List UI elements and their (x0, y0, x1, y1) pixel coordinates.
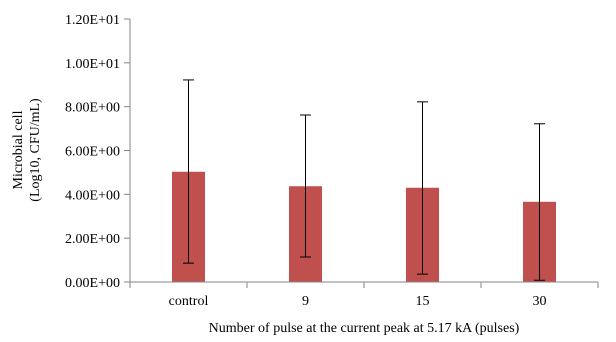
x-axis-ticks: control 9 15 30 (169, 294, 547, 309)
y-tick-label: 2.00E+00 (65, 232, 120, 247)
x-tick-label: 15 (416, 294, 430, 309)
y-tick-label: 1.20E+01 (65, 13, 120, 28)
x-tick-label: 30 (533, 294, 547, 309)
y-tick-label: 1.00E+01 (65, 57, 120, 72)
y-tick-label: 8.00E+00 (65, 101, 120, 116)
error-bars (183, 79, 545, 281)
y-axis-title: Microbial cell (Log10, CFU/mL) (11, 98, 43, 202)
y-tick-label: 0.00E+00 (65, 276, 120, 291)
bars (172, 171, 556, 282)
y-axis-title-line-1: Microbial cell (11, 110, 26, 189)
y-tick-label: 6.00E+00 (65, 145, 120, 160)
axes (129, 19, 599, 288)
y-axis-title-line-2: (Log10, CFU/mL) (28, 98, 43, 202)
x-tick-label: control (169, 294, 209, 309)
x-tick-label: 9 (302, 294, 309, 309)
y-tick-label: 4.00E+00 (65, 188, 120, 203)
x-axis-title: Number of pulse at the current peak at 5… (209, 321, 520, 336)
y-axis-ticks: 0.00E+00 2.00E+00 4.00E+00 6.00E+00 8.00E+00… (65, 13, 130, 291)
